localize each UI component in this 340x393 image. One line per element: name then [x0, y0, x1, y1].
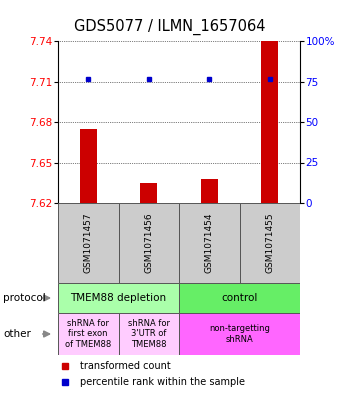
Text: shRNA for
3'UTR of
TMEM88: shRNA for 3'UTR of TMEM88	[128, 319, 170, 349]
Text: TMEM88 depletion: TMEM88 depletion	[70, 293, 167, 303]
Bar	[140, 183, 157, 203]
Text: shRNA for
first exon
of TMEM88: shRNA for first exon of TMEM88	[65, 319, 112, 349]
Text: percentile rank within the sample: percentile rank within the sample	[80, 377, 245, 387]
Text: GSM1071456: GSM1071456	[144, 213, 153, 273]
Text: protocol: protocol	[3, 293, 46, 303]
Text: transformed count: transformed count	[80, 361, 171, 371]
Text: control: control	[221, 293, 258, 303]
Bar	[179, 313, 300, 355]
Text: GSM1071455: GSM1071455	[265, 213, 274, 273]
Bar	[119, 203, 179, 283]
Bar	[179, 203, 239, 283]
Text: GDS5077 / ILMN_1657064: GDS5077 / ILMN_1657064	[74, 19, 266, 35]
Bar	[179, 283, 300, 313]
Bar	[239, 203, 300, 283]
Bar	[58, 313, 119, 355]
Bar	[119, 313, 179, 355]
Bar	[261, 41, 278, 203]
Bar	[201, 179, 218, 203]
Bar	[58, 203, 119, 283]
Text: other: other	[3, 329, 31, 339]
Bar	[80, 129, 97, 203]
Text: GSM1071457: GSM1071457	[84, 213, 93, 273]
Text: non-targetting
shRNA: non-targetting shRNA	[209, 324, 270, 344]
Bar	[58, 283, 179, 313]
Text: GSM1071454: GSM1071454	[205, 213, 214, 273]
